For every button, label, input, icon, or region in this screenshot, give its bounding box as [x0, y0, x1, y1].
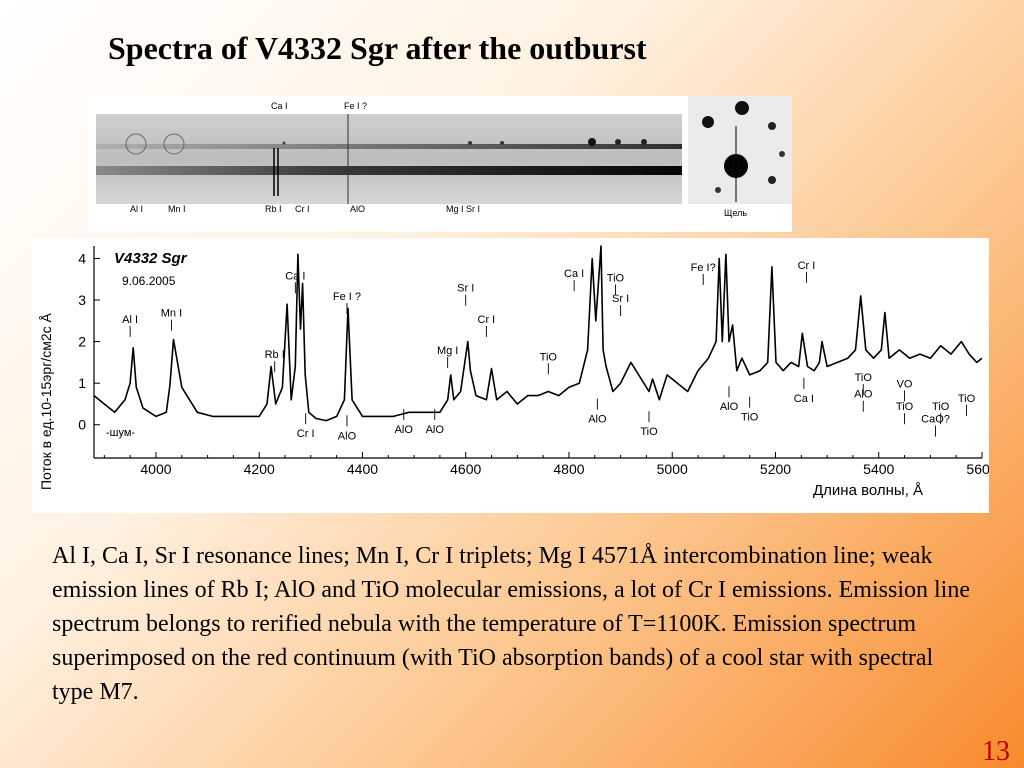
x-tick-label: 4800 — [553, 461, 584, 477]
spectrogram-emission-spot — [588, 138, 596, 146]
line-annotation-label: AlO — [338, 430, 357, 442]
line-annotation-label: Mn I — [161, 308, 182, 320]
chart-title: V4332 Sgr — [114, 250, 188, 267]
chart-frame-layer — [93, 246, 982, 459]
slit-star — [768, 176, 776, 184]
chart-series-layer — [93, 245, 983, 422]
line-annotation-label: AlO — [720, 401, 739, 413]
line-annotation-label: AlO — [426, 424, 445, 436]
line-annotation-label: TiO — [607, 272, 625, 284]
line-annotation-label: TiO — [958, 393, 976, 405]
line-annotation-label: Sr I — [457, 283, 474, 295]
line-annotation-label: TiO — [855, 372, 873, 384]
spectrogram-emission-spot — [500, 141, 504, 145]
line-annotation-label: Fe I? — [691, 262, 716, 274]
spectrogram-emission-spot — [282, 141, 286, 145]
slit-star — [768, 122, 776, 130]
spectrogram-sky-trace — [96, 144, 682, 149]
spectrogram-label-fe: Fe I ? — [344, 101, 367, 111]
spectrogram-label-mn: Mn I — [168, 204, 186, 214]
line-annotation-label: VO — [897, 378, 913, 390]
spectrogram-circle-mark — [163, 133, 185, 155]
line-annotation-label: Cr I — [297, 428, 315, 440]
line-annotation-label: Ca I — [794, 393, 814, 405]
line-annotation-label: TiO — [896, 401, 914, 413]
chart-ylabel: Поток в ед.10-15эрг/см2с Å — [38, 313, 54, 490]
slit-star — [779, 151, 785, 157]
slit-star — [715, 187, 721, 193]
chart-xlabel: Длина волны, Å — [813, 482, 923, 499]
page-number: 13 — [982, 736, 1010, 767]
spectrogram-label-cr: Cr I — [295, 204, 310, 214]
y-tick-label: 3 — [78, 292, 86, 308]
line-annotation-label: TiO — [540, 351, 558, 363]
chart-date: 9.06.2005 — [122, 274, 176, 288]
line-annotation-label: Ca I — [285, 270, 305, 282]
spectrogram-svg: Ca I Fe I ? Al I Mn I Rb I Cr I AlO Mg I… — [96, 96, 792, 218]
y-tick-label: 2 — [78, 334, 86, 350]
line-annotation-label: TiO — [741, 412, 759, 424]
line-annotation-label: AlO — [588, 414, 607, 426]
slit-star — [702, 116, 714, 128]
spectrogram-image: Ca I Fe I ? Al I Mn I Rb I Cr I AlO Mg I… — [88, 96, 792, 232]
line-annotation-label: AlO — [395, 424, 414, 436]
slit-star — [735, 101, 749, 115]
line-annotation-label: AlO — [854, 389, 873, 401]
x-tick-label: 5000 — [657, 461, 688, 477]
spectrogram-label-al: Al I — [130, 204, 143, 214]
spectrogram-label-alo: AlO — [350, 204, 365, 214]
y-tick-label: 0 — [78, 417, 86, 433]
line-annotation-label: TiO — [932, 401, 950, 413]
y-tick-label: 4 — [78, 250, 86, 266]
chart-annotation-layer: Al I Mn I Ca I Rb I Cr I Fe I ? AlO AlO AlO Mg I S… — [122, 260, 975, 442]
x-tick-label: 4600 — [450, 461, 481, 477]
spectrogram-star-trace — [96, 166, 682, 175]
chart-noise-label: -шум- — [106, 427, 135, 439]
chart-text-layer: V4332 Sgr 9.06.2005 -шум- Длина волны, Å… — [38, 250, 923, 499]
line-annotation-label: Al I — [122, 314, 138, 326]
spectrogram-label-ca: Ca I — [271, 101, 288, 111]
spectrogram-emission-spot — [615, 139, 621, 145]
line-annotation-label: CaO? — [921, 414, 950, 426]
x-tick-label: 4200 — [244, 461, 275, 477]
spectrogram-label-rb: Rb I — [265, 204, 282, 214]
line-annotation-label: Sr I — [612, 293, 629, 305]
spectrum-series-line — [93, 245, 983, 422]
line-annotation-label: Mg I — [437, 345, 458, 357]
slit-label: Щель — [724, 208, 747, 218]
spectrogram-emission-spot — [641, 139, 647, 145]
x-tick-label: 4000 — [140, 461, 171, 477]
line-annotation-label: Fe I ? — [333, 291, 361, 303]
line-annotation-label: Cr I — [478, 314, 496, 326]
x-tick-label: 5400 — [863, 461, 894, 477]
line-annotation-label: Ca I — [564, 268, 584, 280]
x-tick-label: 5200 — [760, 461, 791, 477]
line-annotation-label: TiO — [640, 426, 658, 438]
spectrogram-circle-mark — [125, 133, 147, 155]
slide-title: Spectra of V4332 Sgr after the outburst — [108, 30, 647, 66]
spectrogram-label-mg-sr: Mg I Sr I — [446, 204, 480, 214]
line-annotation-label: Rb I — [265, 349, 285, 361]
spectrogram-plate — [96, 114, 682, 204]
line-annotation-label: Cr I — [798, 260, 816, 272]
spectrogram-emission-spot — [468, 141, 472, 145]
y-tick-label: 1 — [78, 375, 86, 391]
x-tick-label: 4400 — [347, 461, 378, 477]
slide-body-text: Al I, Ca I, Sr I resonance lines; Mn I, … — [52, 543, 970, 705]
